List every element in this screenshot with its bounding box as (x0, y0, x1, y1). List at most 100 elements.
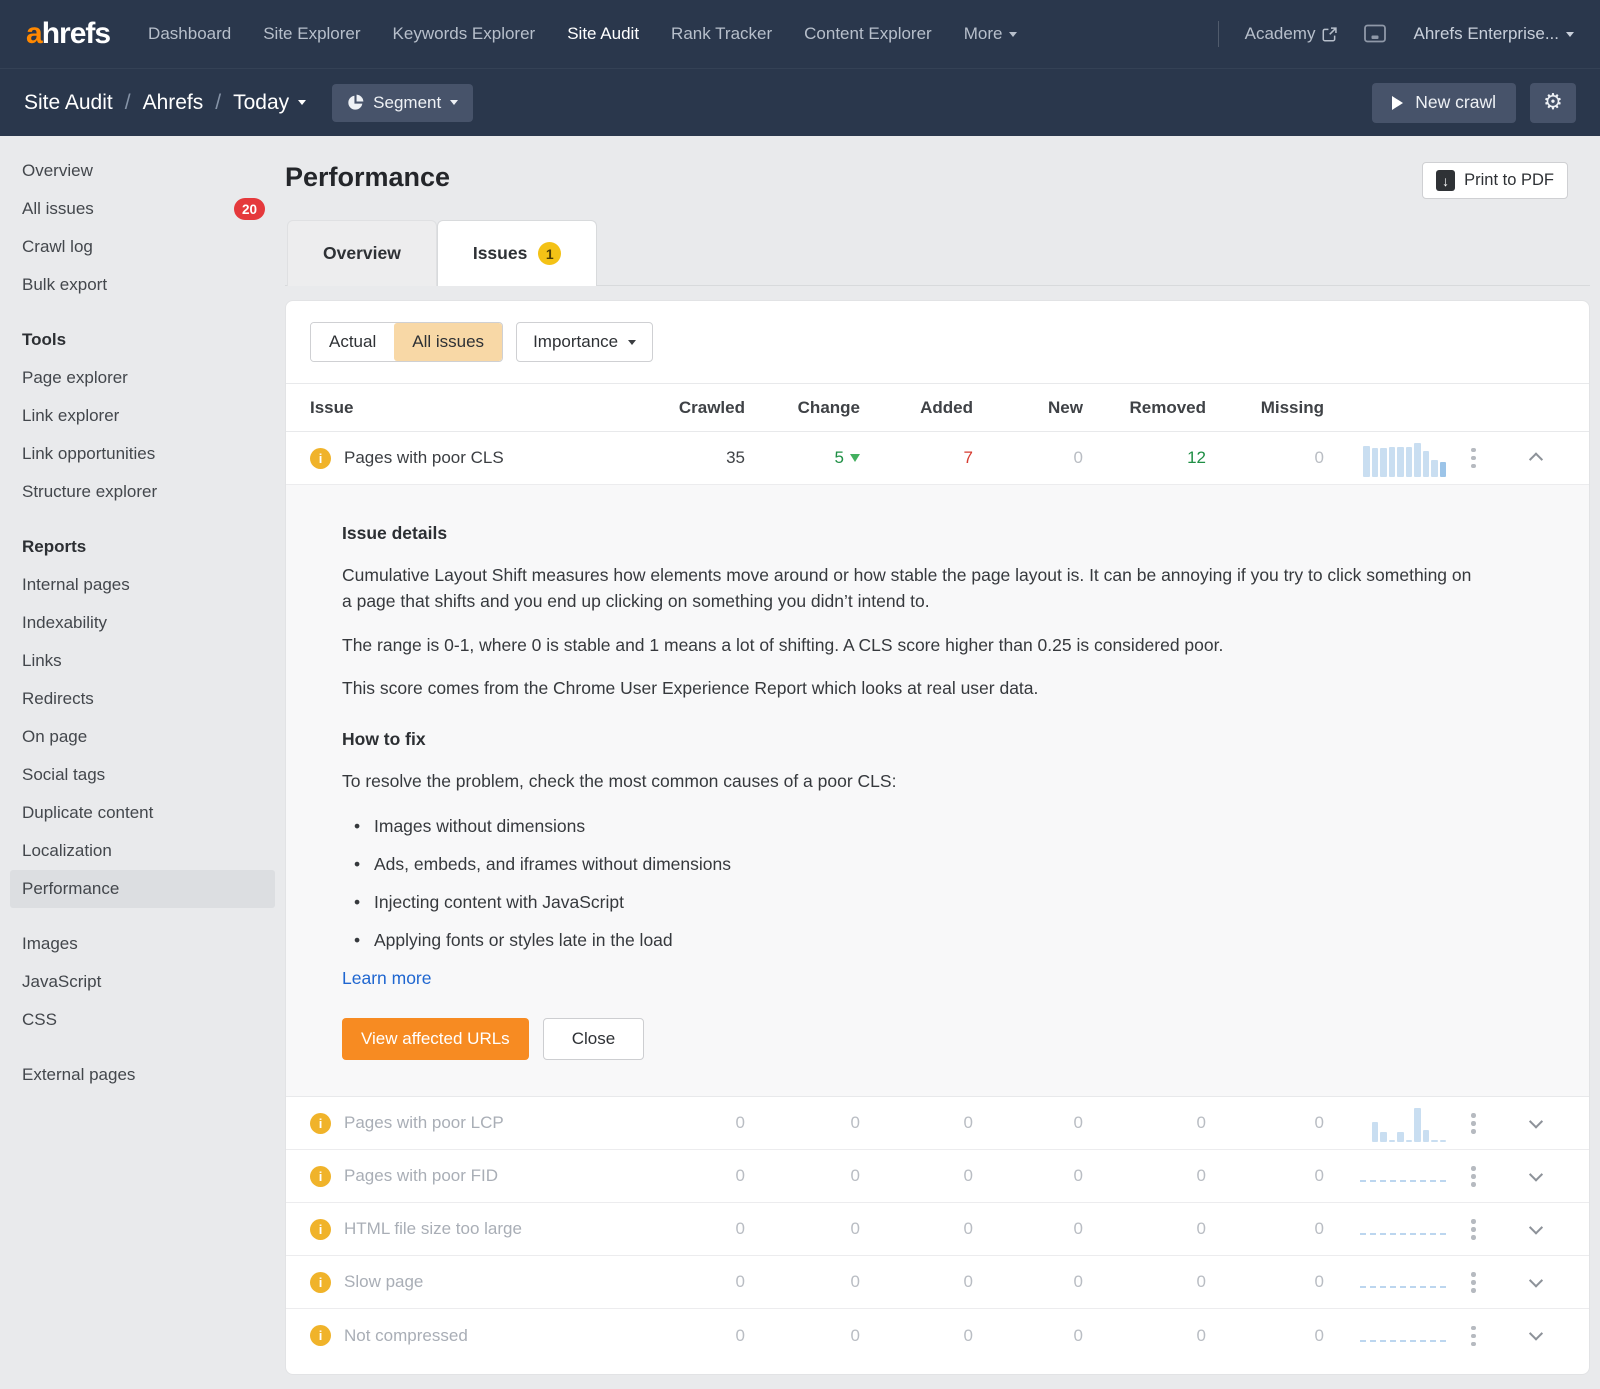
device-icon[interactable] (1363, 24, 1387, 44)
sidebar-item-on-page[interactable]: On page (10, 718, 275, 756)
nav-item-dashboard[interactable]: Dashboard (148, 24, 231, 44)
bar (1397, 447, 1404, 477)
sidebar-item-link-explorer[interactable]: Link explorer (10, 397, 275, 435)
issue-details-paragraph: Cumulative Layout Shift measures how ele… (342, 565, 1472, 612)
bar (1422, 451, 1429, 477)
print-to-pdf-button[interactable]: ↓ Print to PDF (1422, 162, 1568, 199)
breadcrumb-site-audit[interactable]: Site Audit (24, 91, 113, 115)
gear-icon: ⚙ (1543, 89, 1563, 115)
segment-button[interactable]: Segment (332, 83, 474, 122)
cell-value: 0 (745, 1219, 860, 1239)
sidebar-item-performance[interactable]: Performance (10, 870, 275, 908)
cell-value: 0 (860, 1166, 973, 1186)
sidebar-item-links[interactable]: Links (10, 642, 275, 680)
new-crawl-button[interactable]: New crawl (1372, 82, 1516, 123)
view-affected-urls-button[interactable]: View affected URLs (342, 1018, 529, 1061)
cell-value: 0 (1083, 1166, 1206, 1186)
segment-actual[interactable]: Actual (311, 323, 395, 361)
nav-item-label: Content Explorer (804, 24, 932, 43)
sidebar-item-external-pages[interactable]: External pages (10, 1056, 275, 1094)
learn-more-link[interactable]: Learn more (342, 968, 432, 989)
sidebar-item-duplicate-content[interactable]: Duplicate content (10, 794, 275, 832)
cell-value: 0 (860, 1113, 973, 1133)
issue-row-html-file-size-too-large[interactable]: i HTML file size too large 0 0 0 0 0 0 (286, 1203, 1589, 1257)
academy-link[interactable]: Academy (1245, 24, 1338, 44)
cell-value: 0 (1206, 1113, 1324, 1133)
nav-item-content-explorer[interactable]: Content Explorer (804, 24, 932, 44)
sidebar-item-javascript[interactable]: JavaScript (10, 963, 275, 1001)
issue-row-pages-with-poor-lcp[interactable]: i Pages with poor LCP 0 0 0 0 0 0 (286, 1097, 1589, 1151)
expand-row-button[interactable] (1523, 1320, 1549, 1351)
sidebar-item-crawl-log[interactable]: Crawl log (10, 228, 275, 266)
sidebar-item-css[interactable]: CSS (10, 1001, 275, 1039)
bar (1371, 1122, 1378, 1143)
sidebar-item-label: JavaScript (22, 972, 102, 991)
page-title: Performance (285, 162, 451, 192)
sidebar-item-bulk-export[interactable]: Bulk export (10, 266, 275, 304)
cell-number: 0 (1073, 1166, 1083, 1186)
cell-number: 0 (1196, 1113, 1206, 1133)
row-menu-button[interactable] (1463, 1266, 1484, 1299)
importance-dropdown[interactable]: Importance (516, 322, 654, 362)
tab-issues[interactable]: Issues 1 (436, 220, 598, 286)
info-icon: i (310, 1218, 331, 1240)
row-menu-button[interactable] (1463, 1160, 1484, 1193)
row-menu-button[interactable] (1463, 1107, 1484, 1140)
sidebar-item-redirects[interactable]: Redirects (10, 680, 275, 718)
collapse-row-button[interactable] (1523, 443, 1549, 474)
sidebar-item-images[interactable]: Images (10, 925, 275, 963)
ahrefs-logo[interactable]: ahrefs (26, 17, 111, 51)
sidebar-group: Overview All issues 20 Crawl log Bulk export (22, 152, 265, 304)
issue-row-pages-with-poor-cls[interactable]: i Pages with poor CLS 35 5 7 0 12 0 (286, 432, 1589, 485)
sidebar-item-page-explorer[interactable]: Page explorer (10, 359, 275, 397)
sidebar-item-all-issues[interactable]: All issues 20 (10, 190, 275, 228)
mini-trend-chart (1324, 1263, 1446, 1301)
issue-row-pages-with-poor-fid[interactable]: i Pages with poor FID 0 0 0 0 0 0 (286, 1150, 1589, 1204)
sidebar-item-label: External pages (22, 1065, 136, 1084)
row-menu-button[interactable] (1463, 1320, 1484, 1353)
sidebar-item-internal-pages[interactable]: Internal pages (10, 566, 275, 604)
project-toolbar: Site Audit / Ahrefs / Today Segment New craw… (0, 68, 1600, 136)
sidebar-item-link-opportunities[interactable]: Link opportunities (10, 435, 275, 473)
expand-row-button[interactable] (1523, 1214, 1549, 1245)
expand-row-button[interactable] (1523, 1161, 1549, 1192)
settings-button[interactable]: ⚙ (1530, 82, 1576, 123)
cell-number: 0 (850, 1166, 860, 1186)
cell-value: 0 (973, 1219, 1083, 1239)
row-menu-button[interactable] (1463, 442, 1484, 475)
filter-row: Actual All issues Importance (286, 301, 1589, 383)
issue-row-slow-page[interactable]: i Slow page 0 0 0 0 0 0 (286, 1256, 1589, 1310)
nav-item-keywords-explorer[interactable]: Keywords Explorer (393, 24, 536, 44)
how-to-fix-heading: How to fix (342, 729, 426, 749)
nav-item-more[interactable]: More (964, 24, 1018, 44)
expand-row-button[interactable] (1523, 1108, 1549, 1139)
sidebar-item-structure-explorer[interactable]: Structure explorer (10, 473, 275, 511)
cell-value: 0 (670, 1166, 745, 1186)
nav-item-rank-tracker[interactable]: Rank Tracker (671, 24, 772, 44)
table-header-row: Issue Crawled Change Added New Removed Missing (286, 383, 1589, 432)
sidebar-item-overview[interactable]: Overview (10, 152, 275, 190)
sidebar-item-label: Indexability (22, 613, 108, 632)
account-menu[interactable]: Ahrefs Enterprise... (1413, 24, 1574, 44)
nav-item-site-explorer[interactable]: Site Explorer (263, 24, 360, 44)
breadcrumb-ahrefs[interactable]: Ahrefs (143, 91, 204, 115)
row-menu-button[interactable] (1463, 1213, 1484, 1246)
sidebar-item-localization[interactable]: Localization (10, 832, 275, 870)
dot (1471, 1174, 1476, 1179)
segment-all-issues[interactable]: All issues (394, 323, 503, 361)
cell-number: 0 (1196, 1272, 1206, 1292)
tab-overview[interactable]: Overview (287, 220, 437, 286)
bar (1405, 447, 1412, 477)
cell-value: 0 (973, 1166, 1083, 1186)
close-button[interactable]: Close (542, 1018, 645, 1061)
nav-item-site-audit[interactable]: Site Audit (567, 24, 639, 44)
sidebar-item-indexability[interactable]: Indexability (10, 604, 275, 642)
breadcrumb-today[interactable]: Today (233, 91, 307, 115)
chevron-down-icon (450, 100, 459, 105)
cell-value: 0 (745, 1272, 860, 1292)
issue-row-not-compressed[interactable]: i Not compressed 0 0 0 0 0 0 (286, 1309, 1589, 1362)
expand-row-button[interactable] (1523, 1267, 1549, 1298)
cell-value: 0 (670, 1326, 745, 1346)
sidebar-item-social-tags[interactable]: Social tags (10, 756, 275, 794)
tab-label: Overview (323, 243, 401, 263)
